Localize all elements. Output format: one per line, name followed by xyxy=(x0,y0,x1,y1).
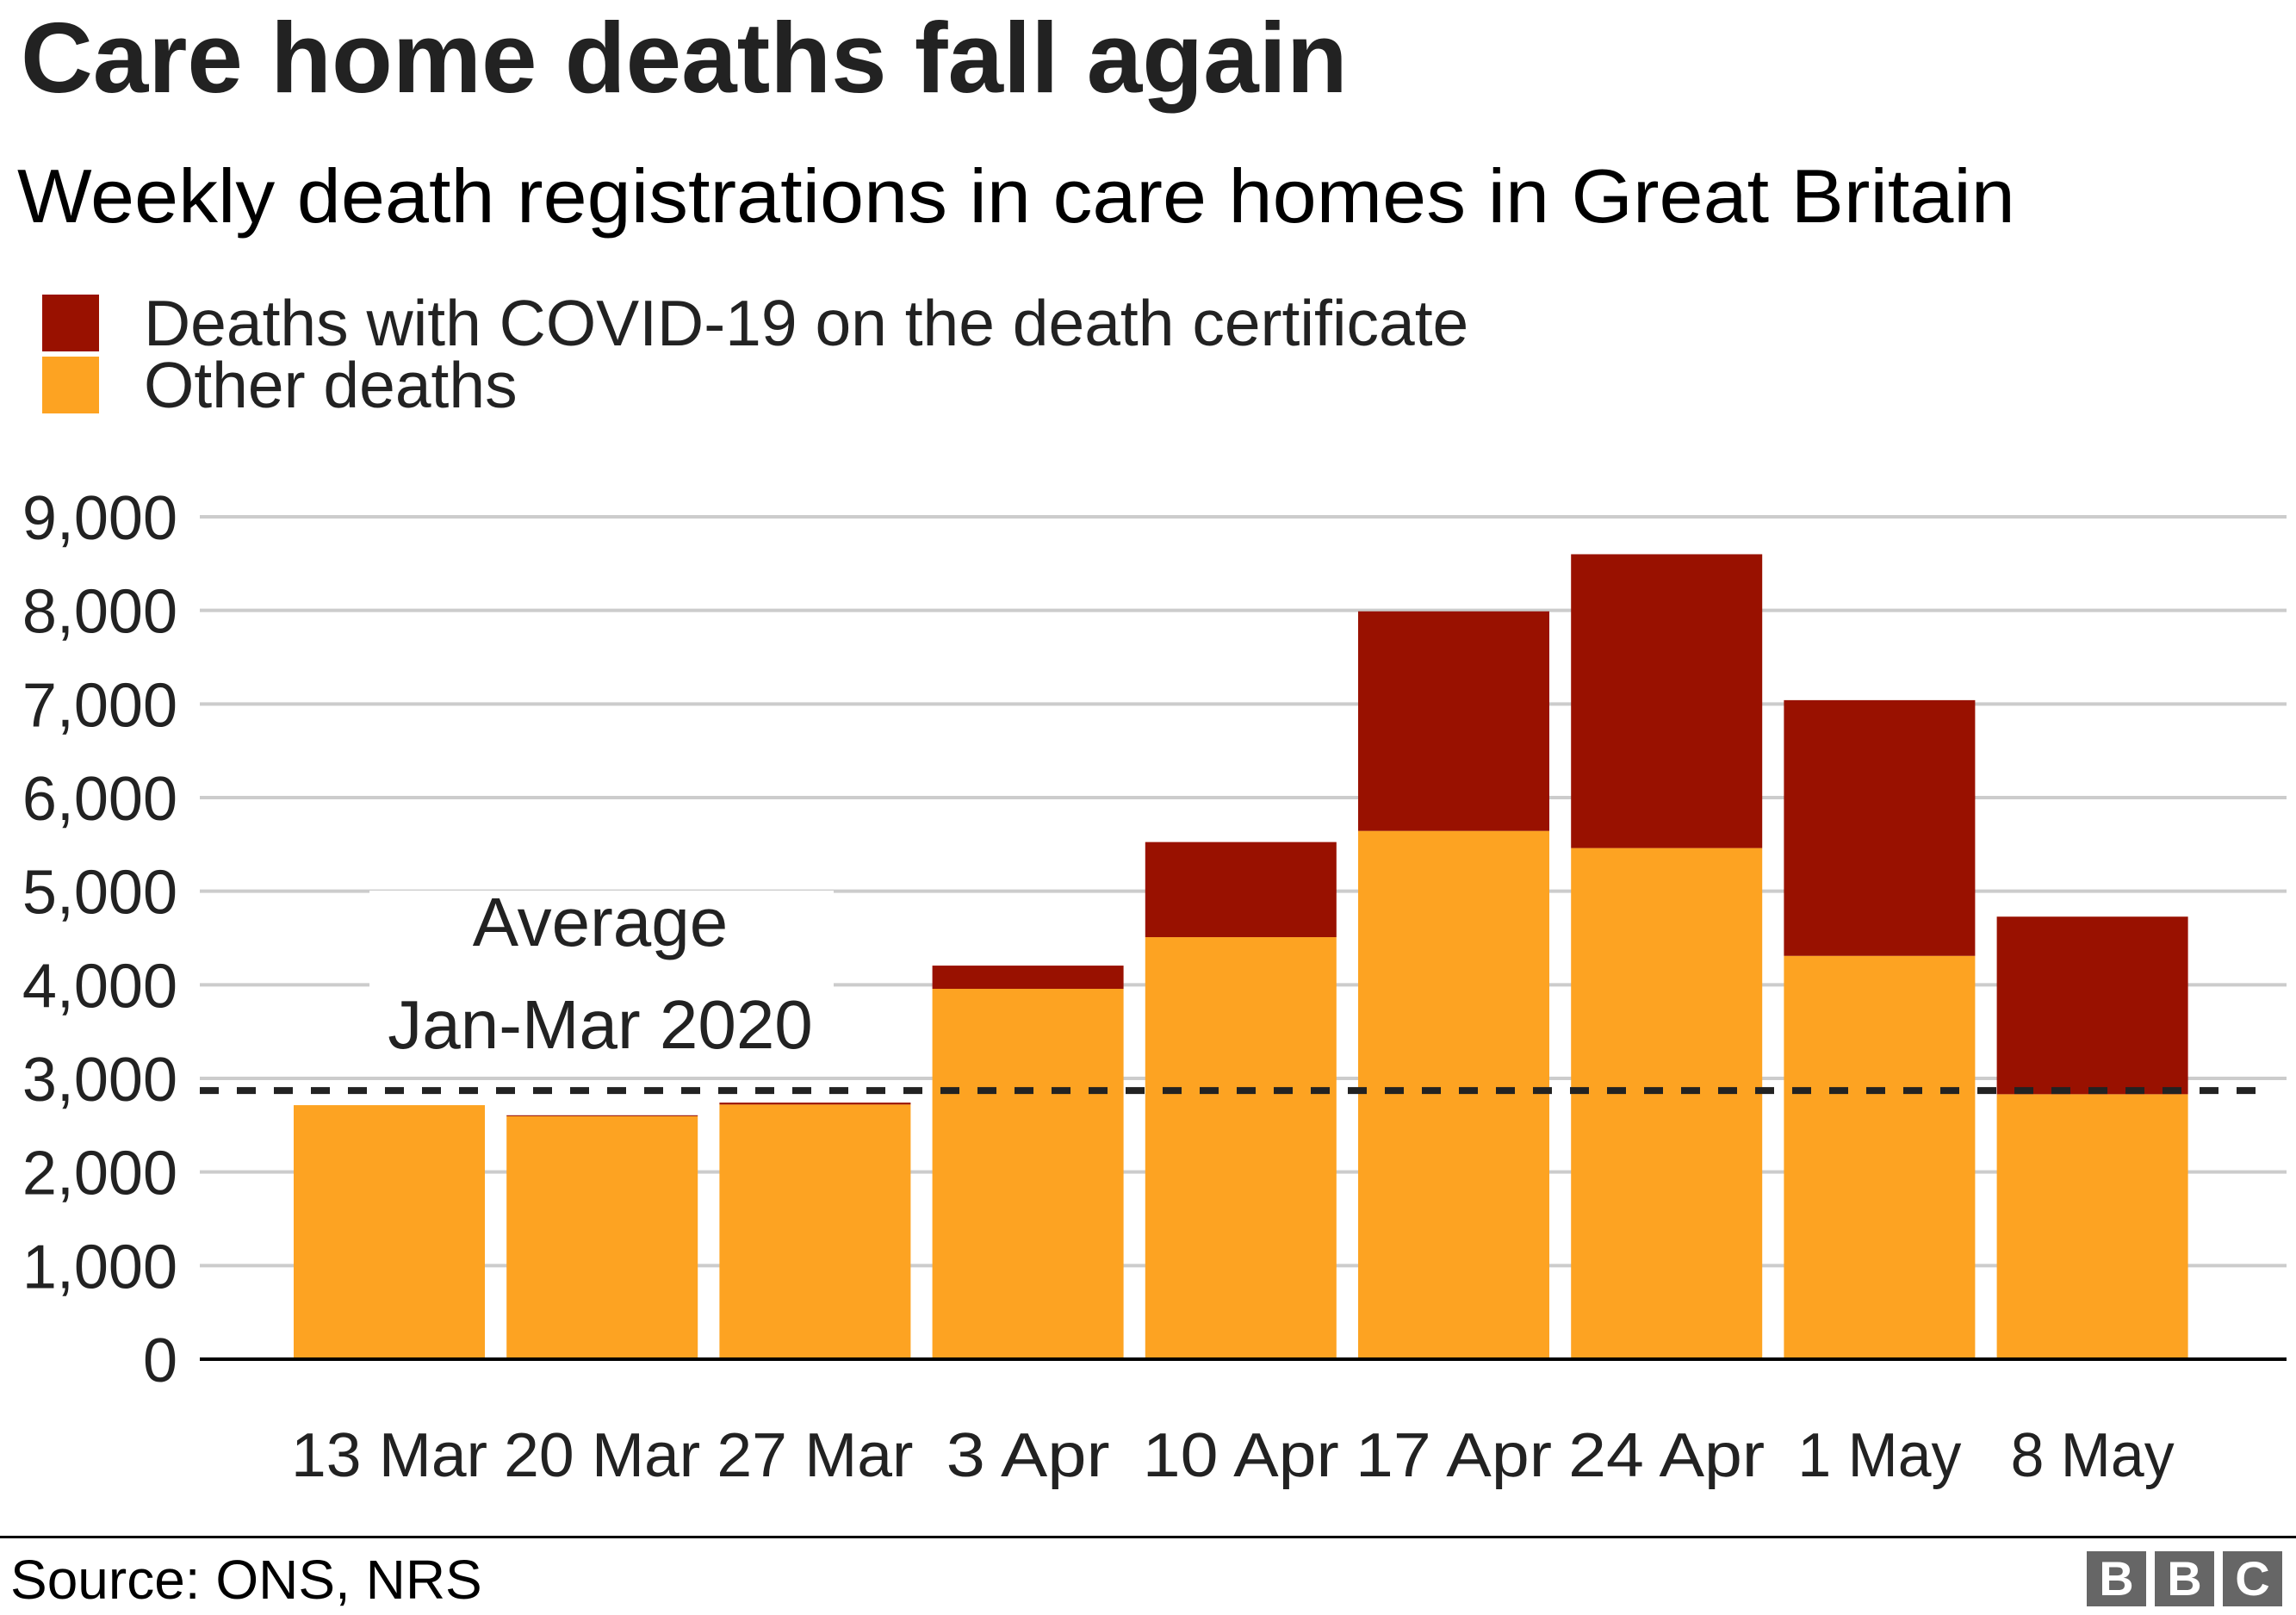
y-tick-label: 6,000 xyxy=(22,765,177,834)
bar-other-deaths xyxy=(506,1115,698,1359)
bar-covid-deaths xyxy=(1571,554,1763,848)
bar-covid-deaths xyxy=(1784,699,1976,956)
x-tick-label: 1 May xyxy=(1797,1421,1961,1490)
y-tick-label: 9,000 xyxy=(22,484,177,553)
bbc-logo: B B C xyxy=(2087,1551,2282,1606)
y-tick-label: 0 xyxy=(143,1326,177,1395)
bar-covid-deaths xyxy=(932,966,1124,990)
legend-swatch-other xyxy=(42,357,99,413)
x-tick-label: 20 Mar xyxy=(504,1421,700,1490)
annotation-background xyxy=(369,891,834,1073)
bbc-logo-letter: C xyxy=(2223,1551,2282,1606)
bar-other-deaths xyxy=(294,1105,485,1359)
legend-label-covid: Deaths with COVID-19 on the death certif… xyxy=(144,287,1469,359)
bar-covid-deaths xyxy=(1145,842,1337,938)
x-tick-label: 10 Apr xyxy=(1143,1421,1339,1490)
y-tick-label: 5,000 xyxy=(22,859,177,928)
footer-divider xyxy=(0,1536,2296,1538)
annotation-line-1: Average xyxy=(473,884,729,960)
bar-covid-deaths xyxy=(1358,611,1549,831)
y-tick-label: 8,000 xyxy=(22,578,177,647)
bars xyxy=(294,554,2188,1359)
bar-other-deaths xyxy=(1358,830,1549,1359)
x-axis-labels: 13 Mar 20 Mar 27 Mar 3 Apr 10 Apr 17 Apr 24 Ap… xyxy=(291,1421,2175,1490)
bar-other-deaths xyxy=(1784,955,1976,1359)
bar-covid-deaths xyxy=(506,1115,698,1116)
legend-label-other: Other deaths xyxy=(144,349,518,421)
x-tick-label: 17 Apr xyxy=(1356,1421,1552,1490)
bar-covid-deaths xyxy=(1996,916,2188,1095)
bar-other-deaths xyxy=(1571,848,1763,1359)
y-tick-label: 7,000 xyxy=(22,671,177,740)
x-tick-label: 13 Mar xyxy=(291,1421,487,1490)
legend-swatch-covid xyxy=(42,295,99,351)
x-tick-label: 8 May xyxy=(2011,1421,2175,1490)
x-tick-label: 3 Apr xyxy=(946,1421,1110,1490)
y-tick-label: 1,000 xyxy=(22,1233,177,1301)
x-tick-label: 27 Mar xyxy=(717,1421,913,1490)
x-tick-label: 24 Apr xyxy=(1568,1421,1765,1490)
chart-subtitle: Weekly death registrations in care homes… xyxy=(17,153,2015,239)
bar-chart: 0 1,000 2,000 3,000 4,000 5,000 6,000 7,000 8,00… xyxy=(22,484,2287,1490)
source-text: Source: ONS, NRS xyxy=(10,1549,482,1611)
bar-covid-deaths xyxy=(719,1103,911,1105)
y-axis-ticks: 0 1,000 2,000 3,000 4,000 5,000 6,000 7,000 8,00… xyxy=(22,484,177,1395)
bar-other-deaths xyxy=(1996,1094,2188,1359)
y-tick-label: 3,000 xyxy=(22,1046,177,1115)
bar-other-deaths xyxy=(1145,937,1337,1359)
bbc-logo-letter: B xyxy=(2087,1551,2146,1606)
chart-title: Care home deaths fall again xyxy=(21,2,1348,114)
bar-other-deaths xyxy=(719,1104,911,1359)
bbc-logo-letter: B xyxy=(2155,1551,2214,1606)
y-tick-label: 2,000 xyxy=(22,1140,177,1208)
annotation-line-2: Jan-Mar 2020 xyxy=(388,986,813,1063)
bar-other-deaths xyxy=(932,989,1124,1359)
y-tick-label: 4,000 xyxy=(22,952,177,1021)
